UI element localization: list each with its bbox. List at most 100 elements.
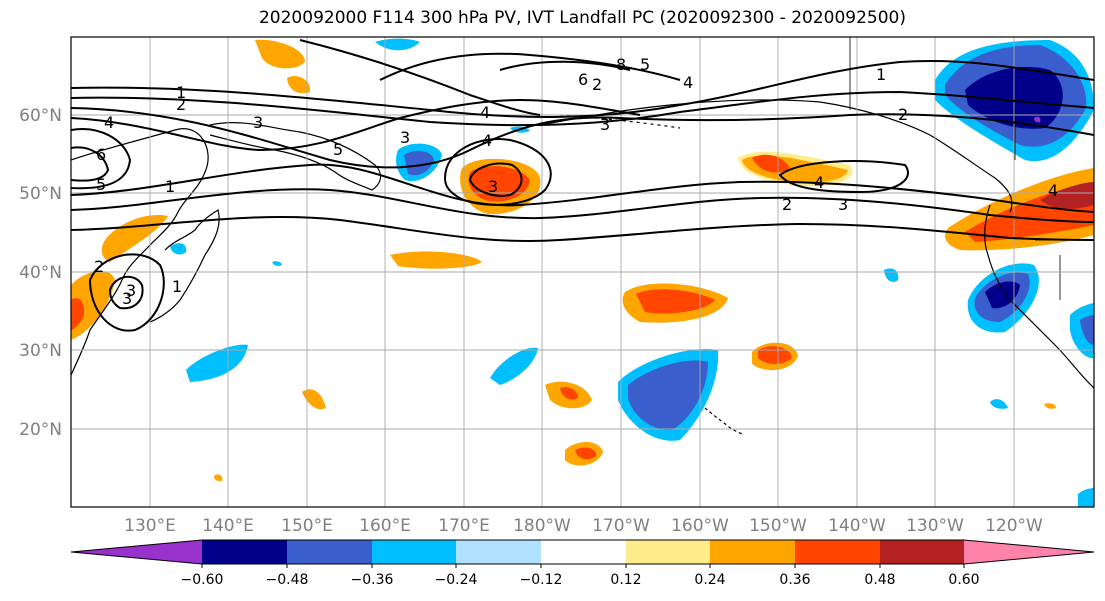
contour-label: 4 [683,73,693,92]
pv-contour [71,128,132,190]
lon-label: 170°W [592,516,650,536]
colorbar-segment [710,540,795,564]
lon-label: 150°W [749,516,807,536]
state-borders [849,37,1094,300]
pv-negative-blob [490,347,538,385]
lon-label: 150°E [281,516,333,536]
colorbar-segment [372,540,456,564]
pv-contour [88,253,165,332]
colorbar-segment [541,540,626,564]
colorbar-segment [456,540,541,564]
colorbar-tick-label: 0.24 [694,572,725,588]
hawaii [704,407,743,435]
pv-positive-blob [390,251,482,269]
pv-positive-blob [302,389,326,410]
contour-label: 1 [165,177,175,196]
pv-positive-blob [758,346,792,364]
contour-label: 2 [592,75,602,94]
pv-contour [71,163,1094,213]
colorbar-tick-label: −0.24 [435,572,478,588]
map-frame [70,36,1095,508]
pv-positive-blob [255,39,305,69]
colorbar-tick-label: 0.12 [610,572,641,588]
lat-label: 30°N [19,341,62,361]
colorbar-segment [880,540,964,564]
contour-label: 4 [480,103,490,122]
pv-positive-blob [214,474,223,482]
lat-label: 50°N [19,184,62,204]
colorbar-segment [626,540,710,564]
contour-label: 8 [616,55,626,74]
pv-positive-blob [1040,182,1094,209]
contour-label: 4 [482,131,492,150]
pv-negative-blob [186,344,248,382]
contour-label: 3 [253,113,263,132]
pv-contour [443,138,552,206]
lon-label: 160°E [359,516,411,536]
colorbar-segment [795,540,880,564]
contour-label: 2 [782,195,792,214]
pv-negative-blob [1034,116,1041,123]
lon-label: 130°E [124,516,176,536]
colorbar-extend-low [71,540,202,564]
pv-negative-blob [628,360,708,431]
contour-label: 3 [400,128,410,147]
pv-contour [778,160,909,194]
lon-label: 140°W [828,516,886,536]
lon-label: 130°W [906,516,964,536]
contour-label: 5 [96,175,106,194]
contour-label: 5 [333,140,343,159]
pv-positive-blob [636,289,715,314]
contour-label: 6 [96,145,106,164]
contour-label: 4 [1048,181,1058,200]
pv-positive-blob [287,75,311,94]
pv-negative-blob [272,261,282,266]
lon-label: 160°W [671,516,729,536]
contour-label: 6 [578,70,588,89]
colorbar-tick-label: 0.48 [864,572,895,588]
contour-label: 2 [898,105,908,124]
contour-label: 3 [122,289,132,308]
pv-contours [71,39,1094,332]
pv-contour [468,162,523,197]
coastlines [71,37,1094,435]
pv-contour [108,275,144,310]
lat-label: 60°N [19,106,62,126]
contour-labels: 1 2 3 4 5 6 8 1 2 3 4 5 6 3 4 1 2 3 4 2 … [94,55,1058,308]
coastline-northamerica [984,204,1094,389]
coastline-asia [71,128,209,376]
pv-positive-blob [71,298,85,330]
pv-positive-blob [752,154,790,173]
contour-label: 5 [640,55,650,74]
pv-contour [299,39,541,116]
contour-label: 2 [176,95,186,114]
pv-positive-blob [101,215,168,262]
colorbar-segment [202,540,287,564]
pv-negative-blob [404,150,434,176]
pv-negative-blob [1078,488,1094,507]
latitude-labels: 60°N 50°N 40°N 30°N 20°N [19,106,62,440]
contour-label: 1 [176,83,186,102]
contour-label: 2 [94,257,104,276]
contour-label: 3 [600,115,610,134]
contour-label: 3 [126,281,136,300]
contour-label: 1 [172,277,182,296]
colorbar-tick-label: −0.48 [266,572,309,588]
pv-negative-blob [375,38,420,51]
coastline-alaska [539,99,1013,213]
pv-contour [71,59,1094,118]
lat-label: 20°N [19,420,62,440]
colorbar-tick-label: −0.36 [351,572,394,588]
lon-label: 140°E [202,516,254,536]
contour-label: 3 [838,195,848,214]
pv-contour [71,107,1094,169]
aleutians [559,114,681,129]
pv-contour [71,90,1094,127]
pv-contour [71,146,110,182]
pv-contour [71,188,1094,223]
pv-positive-blob [1044,403,1056,409]
map-title: 2020092000 F114 300 hPa PV, IVT Landfall… [258,8,906,28]
pv-negative-blob [170,243,187,255]
colorbar-segment [287,540,372,564]
